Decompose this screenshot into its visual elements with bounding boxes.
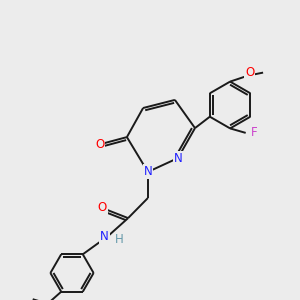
Text: N: N — [100, 230, 109, 243]
Text: O: O — [95, 137, 104, 151]
Text: N: N — [173, 152, 182, 165]
Text: O: O — [245, 66, 254, 79]
Text: H: H — [115, 232, 124, 246]
Text: F: F — [251, 126, 257, 140]
Text: O: O — [98, 201, 106, 214]
Text: N: N — [143, 165, 152, 178]
